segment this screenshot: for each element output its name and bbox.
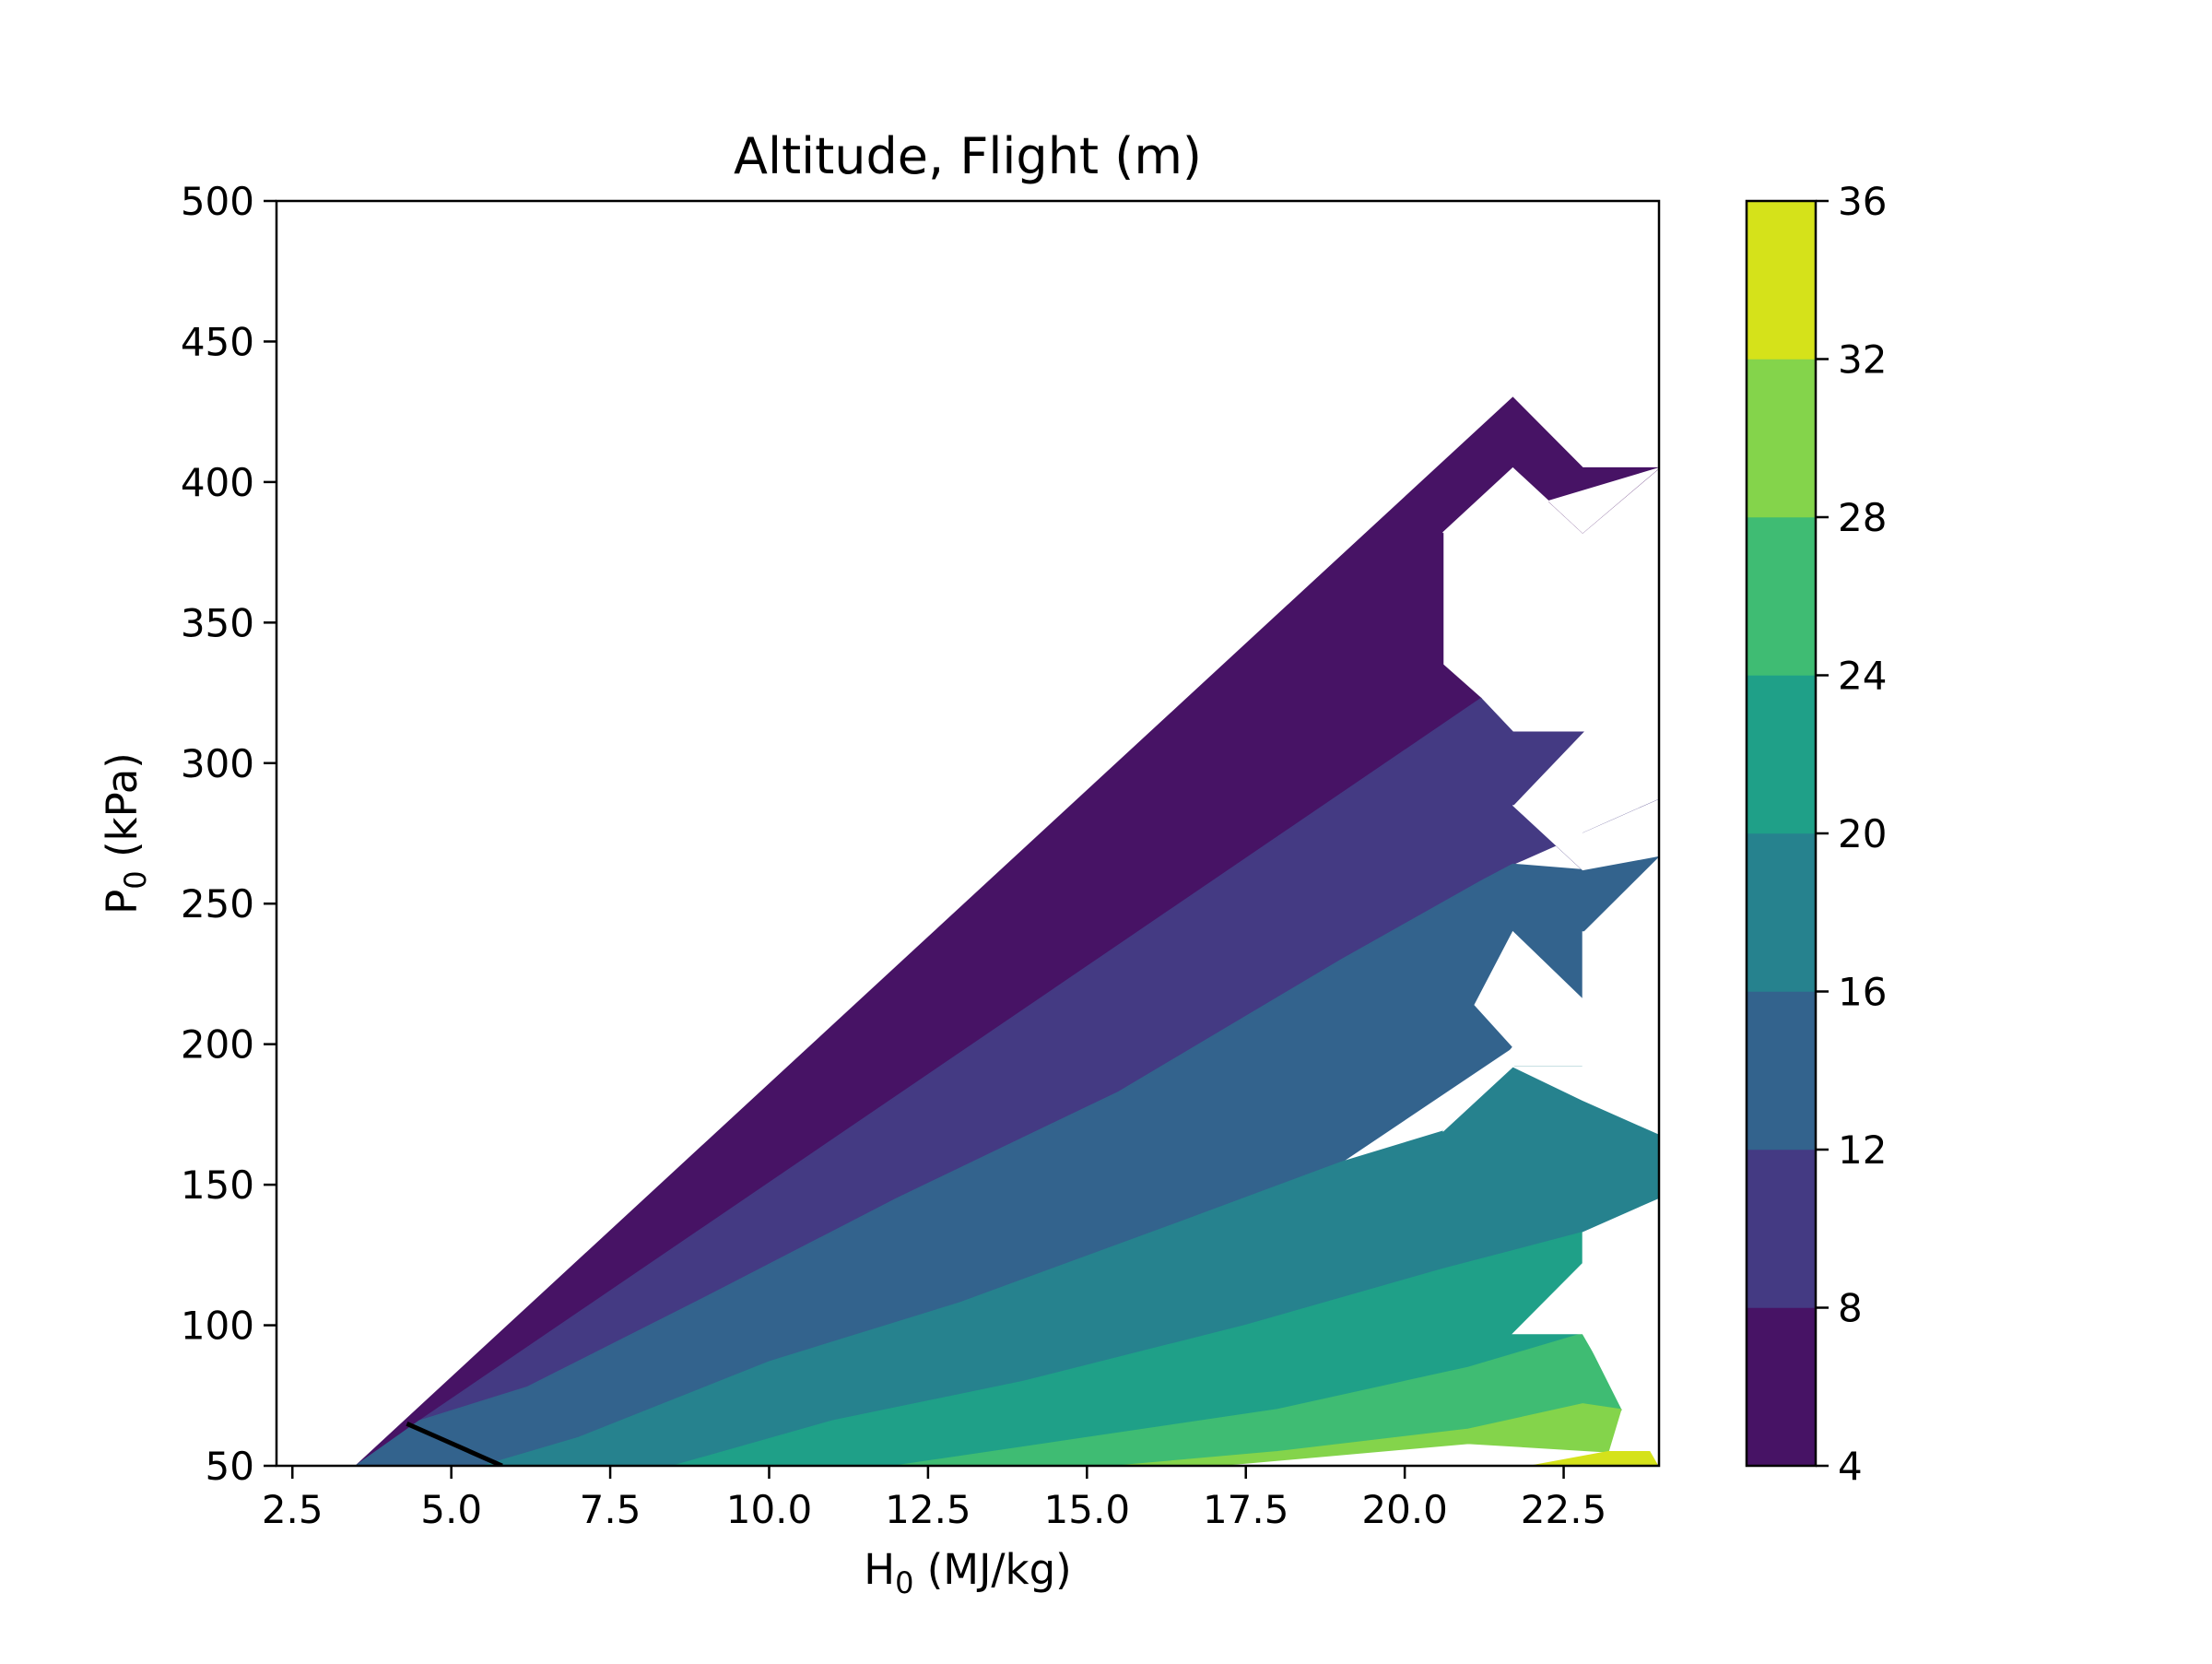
x-tick-label: 12.5 [885, 1487, 971, 1532]
colorbar-tick-label: 28 [1838, 495, 1887, 540]
x-tick-label: 17.5 [1203, 1487, 1289, 1532]
contour-line [406, 1422, 503, 1466]
colorbar-segment [1746, 991, 1817, 1151]
axes: 2.5 5.0 7.5 10.0 12.5 15.0 17.5 20.0 22.5 50 100 15… [98, 179, 1661, 1600]
y-tick-label: 50 [206, 1444, 254, 1489]
colorbar-segment [1746, 832, 1817, 992]
y-tick-label: 250 [181, 881, 254, 926]
x-axis-label: H0 (MJ/kg) [864, 1545, 1072, 1600]
y-tick-label: 450 [181, 319, 254, 364]
colorbar-tick-label: 12 [1838, 1127, 1887, 1173]
contour-band-28-32 [1118, 1403, 1622, 1466]
contour-band-32-36 [1531, 1451, 1659, 1466]
contour-fill-group [354, 396, 1659, 1466]
plot-area [354, 396, 1659, 1466]
y-tick-label: 150 [181, 1162, 254, 1208]
x-tick-label: 5.0 [420, 1487, 482, 1532]
colorbar-tick-label: 24 [1838, 654, 1887, 699]
colorbar-tick-label: 36 [1838, 179, 1887, 224]
y-tick-label: 100 [181, 1304, 254, 1349]
colorbar-tick-label: 16 [1838, 970, 1887, 1015]
colorbar-segment [1746, 1149, 1817, 1308]
colorbar-tick-label: 4 [1838, 1444, 1863, 1489]
x-tick-label: 7.5 [580, 1487, 641, 1532]
colorbar-segment [1746, 1307, 1817, 1467]
chart-title: Altitude, Flight (m) [734, 127, 1202, 185]
y-tick-label: 350 [181, 600, 254, 645]
colorbar-segment [1746, 359, 1817, 518]
y-tick-label: 500 [181, 179, 254, 224]
colorbar-segment [1746, 675, 1817, 834]
y-tick-label: 200 [181, 1022, 254, 1068]
colorbar: 4 8 12 16 20 24 28 32 36 [1745, 179, 1887, 1489]
y-axis-label: P0 (kPa) [98, 752, 153, 915]
plot-frame [275, 199, 1661, 1468]
colorbar-tick-label: 20 [1838, 811, 1887, 856]
colorbar-segment [1746, 516, 1817, 676]
x-tick-label: 22.5 [1521, 1487, 1607, 1532]
x-tick-label: 20.0 [1361, 1487, 1448, 1532]
x-tick-label: 10.0 [726, 1487, 813, 1532]
missing-data-region [1442, 466, 1659, 1466]
colorbar-segment [1746, 200, 1817, 360]
y-tick-label: 400 [181, 460, 254, 505]
y-tick-label: 300 [181, 741, 254, 786]
x-tick-label: 15.0 [1044, 1487, 1131, 1532]
colorbar-tick-label: 32 [1838, 337, 1887, 383]
x-tick-label: 2.5 [262, 1487, 324, 1532]
colorbar-tick-label: 8 [1838, 1286, 1863, 1331]
